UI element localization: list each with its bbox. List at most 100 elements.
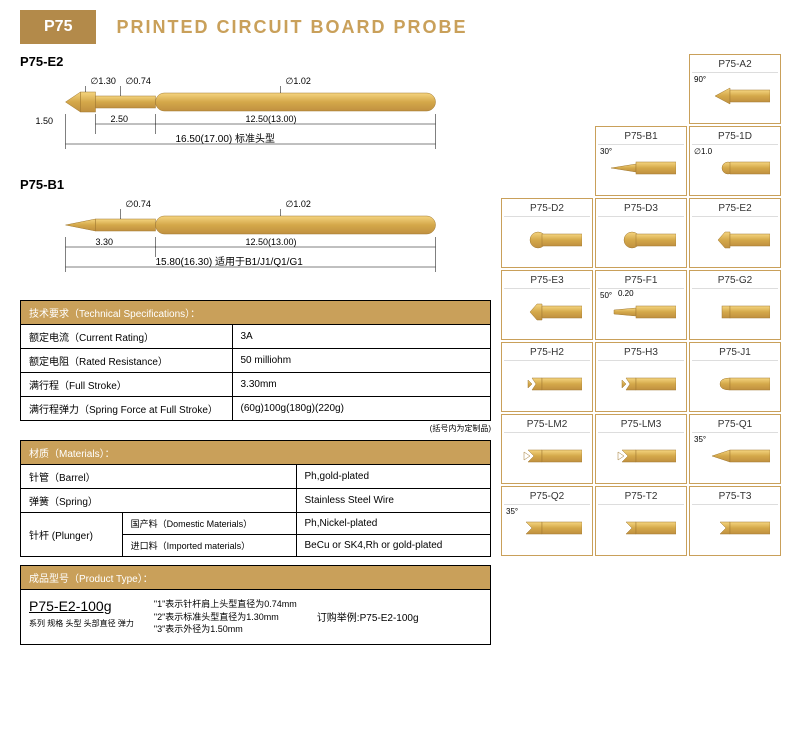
tip-label: P75-Q2	[504, 489, 590, 505]
specs-table: 技术要求（Technical Specifications）：额定电流（Curr…	[20, 300, 491, 421]
mat-sublabel: 国产料（Domestic Materials）	[122, 513, 296, 535]
tip-label: P75-F1	[598, 273, 684, 289]
tip-P75-A2: P75-A2 90°	[689, 54, 781, 124]
tip-shape	[598, 505, 684, 550]
mat-value: Stainless Steel Wire	[296, 489, 490, 513]
tip-annot: 35°	[506, 507, 518, 516]
tip-annot2: 0.20	[618, 289, 634, 298]
tip-shape: 35°	[692, 433, 778, 478]
tip-P75-H2: P75-H2	[501, 342, 593, 412]
tip-P75-F1: P75-F1 50° 0.20	[595, 270, 687, 340]
product-badge: P75	[20, 10, 96, 44]
tip-P75-T2: P75-T2	[595, 486, 687, 556]
svg-text:∅0.74: ∅0.74	[126, 199, 151, 209]
tip-P75-D3: P75-D3	[595, 198, 687, 268]
tip-label: P75-E3	[504, 273, 590, 289]
tip-P75-Q1: P75-Q1 35°	[689, 414, 781, 484]
tip-annot: ∅1.0	[694, 147, 712, 156]
tip-annot: 50°	[600, 291, 612, 300]
tip-label: P75-D3	[598, 201, 684, 217]
tip-label: P75-1D	[692, 129, 778, 145]
mat-label: 针杆 (Plunger)	[21, 513, 123, 557]
tip-annot: 30°	[600, 147, 612, 156]
tip-shape	[504, 433, 590, 478]
tip-label: P75-D2	[504, 201, 590, 217]
tip-shape: 30°	[598, 145, 684, 190]
tip-label: P75-T2	[598, 489, 684, 505]
spec-label: 满行程弹力（Spring Force at Full Stroke）	[21, 397, 233, 421]
product-notes: "1"表示针杆肩上头型直径为0.74mm"2"表示标准头型直径为1.30mm"3…	[154, 598, 297, 636]
spec-value: 3A	[232, 325, 491, 349]
diagram-label: P75-B1	[20, 177, 491, 192]
tip-P75-H3: P75-H3	[595, 342, 687, 412]
tip-empty	[595, 54, 687, 124]
product-code: P75-E2-100g	[29, 598, 112, 614]
mat-value: Ph,Nickel-plated	[296, 513, 490, 535]
svg-text:3.30: 3.30	[96, 237, 114, 247]
svg-text:∅1.02: ∅1.02	[286, 199, 311, 209]
spec-label: 额定电阻（Rated Resistance）	[21, 349, 233, 373]
order-example: 订购举例:P75-E2-100g	[317, 609, 419, 624]
mat-value: BeCu or SK4,Rh or gold-plated	[296, 535, 490, 557]
tip-shape	[598, 361, 684, 406]
tip-shape	[692, 505, 778, 550]
tip-label: P75-B1	[598, 129, 684, 145]
tip-P75-E3: P75-E3	[501, 270, 593, 340]
svg-text:1.50: 1.50	[36, 116, 54, 126]
tip-P75-E2: P75-E2	[689, 198, 781, 268]
tip-shape	[692, 289, 778, 334]
tip-P75-1D: P75-1D ∅1.0	[689, 126, 781, 196]
tip-shape	[504, 289, 590, 334]
tip-shape: 35°	[504, 505, 590, 550]
svg-text:2.50: 2.50	[111, 114, 129, 124]
svg-text:12.50(13.00): 12.50(13.00)	[246, 237, 297, 247]
tip-shape	[598, 433, 684, 478]
tip-label: P75-T3	[692, 489, 778, 505]
tip-empty	[501, 54, 593, 124]
spec-value: 3.30mm	[232, 373, 491, 397]
product-sublabels: 系列 规格 头型 头部直径 弹力	[29, 618, 134, 629]
tip-label: P75-LM3	[598, 417, 684, 433]
probe-drawing: ∅0.74 ∅1.02 3.30 12.50(13.00) 15.80(16.3…	[20, 197, 491, 282]
tip-P75-B1: P75-B1 30°	[595, 126, 687, 196]
tip-label: P75-A2	[692, 57, 778, 73]
page-title: PRINTED CIRCUIT BOARD PROBE	[116, 17, 467, 38]
specs-header: 技术要求（Technical Specifications）：	[21, 301, 491, 325]
tip-grid: P75-A2 90° P75-B1	[501, 54, 781, 556]
svg-text:12.50(13.00): 12.50(13.00)	[246, 114, 297, 124]
svg-text:∅1.02: ∅1.02	[286, 76, 311, 86]
tip-shape	[504, 217, 590, 262]
mat-sublabel: 进口料（Imported materials）	[122, 535, 296, 557]
svg-text:15.80(16.30) 适用于B1/J1/Q1/G1: 15.80(16.30) 适用于B1/J1/Q1/G1	[156, 256, 304, 268]
tip-shape	[504, 361, 590, 406]
specs-note: (括号内为定制品)	[20, 423, 491, 434]
tip-P75-J1: P75-J1	[689, 342, 781, 412]
product-header: 成品型号（Product Type）：	[21, 566, 491, 590]
probe-drawing: ∅1.30 ∅0.74 ∅1.02 1.50 2.50 12.50(13.00)…	[20, 74, 491, 159]
mat-label: 针管（Barrel）	[21, 465, 297, 489]
svg-text:∅0.74: ∅0.74	[126, 76, 151, 86]
tip-label: P75-H2	[504, 345, 590, 361]
tip-label: P75-H3	[598, 345, 684, 361]
tip-empty	[501, 126, 593, 196]
tip-P75-LM3: P75-LM3	[595, 414, 687, 484]
tip-shape	[692, 217, 778, 262]
tip-label: P75-LM2	[504, 417, 590, 433]
diagram-P75-E2: P75-E2 ∅1.30 ∅0.74 ∅1.02 1.5	[20, 54, 491, 162]
tip-shape: ∅1.0	[692, 145, 778, 190]
tip-annot: 35°	[694, 435, 706, 444]
tip-shape: 90°	[692, 73, 778, 118]
tip-P75-T3: P75-T3	[689, 486, 781, 556]
materials-table: 材质（Materials）：针管（Barrel）Ph,gold-plated弹簧…	[20, 440, 491, 557]
product-table: 成品型号（Product Type）： P75-E2-100g 系列 规格 头型…	[20, 565, 491, 645]
tip-P75-D2: P75-D2	[501, 198, 593, 268]
tip-shape	[692, 361, 778, 406]
tip-label: P75-E2	[692, 201, 778, 217]
mat-label: 弹簧（Spring）	[21, 489, 297, 513]
spec-label: 额定电流（Current Rating）	[21, 325, 233, 349]
tip-P75-LM2: P75-LM2	[501, 414, 593, 484]
materials-header: 材质（Materials）：	[21, 441, 491, 465]
spec-value: (60g)100g(180g)(220g)	[232, 397, 491, 421]
diagram-label: P75-E2	[20, 54, 491, 69]
tip-label: P75-G2	[692, 273, 778, 289]
